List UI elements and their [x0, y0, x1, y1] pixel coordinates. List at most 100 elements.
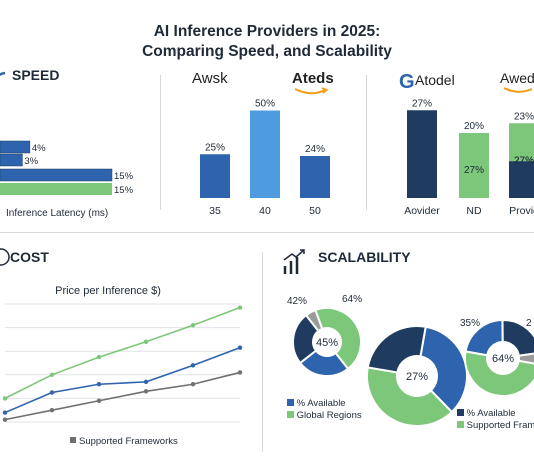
bar-value-label: 20%: [464, 121, 484, 132]
bar-inner-label: 27%: [464, 165, 484, 176]
bar: [250, 110, 280, 198]
bar-category-label: 50: [309, 205, 321, 217]
bar: [459, 133, 489, 198]
provider-logo-atodel: Atodel: [415, 72, 455, 88]
speed-chart: 4% 3% 15% 15% SPEED Inference Latency (ms): [0, 70, 134, 219]
data-point: [237, 345, 243, 350]
legend-label: % Available: [296, 398, 346, 409]
data-point: [143, 389, 149, 394]
data-point: [96, 398, 102, 403]
series-line: [4, 346, 241, 414]
smile-arrow-icon: [503, 87, 533, 93]
donut-label: 2: [526, 318, 532, 329]
legend-item: Supported Frame: [457, 420, 534, 431]
bar-category-label: 35: [209, 205, 221, 217]
data-point: [49, 390, 55, 395]
bar-value-label: 25%: [205, 142, 225, 153]
donut-label: 42%: [287, 296, 307, 307]
legend-item: Global Regions: [287, 410, 362, 421]
provider-logo-ateds: Ateds: [292, 70, 334, 87]
legend-swatch: [457, 421, 464, 428]
speed-bar: [0, 140, 31, 154]
speed-bar-label: 15%: [114, 171, 134, 182]
speed-bar: [0, 168, 113, 182]
data-point: [237, 370, 243, 375]
donut-label: 64%: [342, 294, 362, 305]
bar: [300, 156, 330, 198]
bar: [200, 154, 230, 198]
cost-heading: COST: [10, 249, 49, 265]
speed-xlabel: Inference Latency (ms): [6, 208, 108, 219]
data-point: [49, 372, 55, 377]
data-point: [2, 410, 8, 415]
legend-label: Supported Frameworks: [79, 436, 178, 447]
donut-hole: [486, 341, 520, 375]
provider-logo-awede: Awede: [500, 70, 534, 86]
provider-chart-a: 25% 35 50% 40 24% 50: [200, 99, 330, 217]
page-title: AI Inference Providers in 2025: Comparin…: [0, 22, 534, 62]
speedometer-icon: [0, 71, 6, 77]
provider-logo-awsk: Awsk: [192, 70, 228, 87]
title-line-1: AI Inference Providers in 2025:: [153, 23, 381, 40]
bar-category-label: Provid: [509, 205, 534, 217]
g-logo-icon: G: [399, 71, 415, 92]
bar: [407, 110, 437, 198]
speed-bar: [0, 153, 23, 167]
legend-swatch: [70, 437, 76, 443]
donut-center-label: 27%: [406, 371, 428, 383]
series-line: [4, 306, 241, 400]
svg-text:G: G: [399, 71, 415, 92]
legend-label: Supported Frame: [466, 420, 534, 431]
speed-bar: [0, 183, 112, 195]
bar-category-label: 40: [259, 205, 271, 217]
speed-bar-label: 15%: [114, 185, 134, 196]
legend-label: Global Regions: [296, 410, 362, 421]
donut-hole: [396, 355, 438, 397]
bar-value-label: 27%: [412, 98, 432, 109]
donut-label: 35%: [460, 318, 480, 329]
smile-arrow-icon: [294, 87, 329, 95]
donut-hole: [312, 327, 342, 357]
donut-center-label: 64%: [492, 353, 514, 365]
data-point: [2, 417, 8, 422]
legend-swatch: [287, 411, 294, 418]
bar-value-label: 23%: [514, 111, 534, 122]
data-point: [96, 354, 102, 360]
scalability-chart: 45% 27% 64% 42% 64% 35% 2: [287, 294, 534, 427]
data-point: [190, 382, 196, 387]
bar-inner-label: 27%: [514, 155, 534, 166]
speed-bar-label: 4%: [32, 143, 46, 154]
divider: [262, 252, 263, 452]
growth-chart-icon: [283, 249, 305, 274]
bar-segment: [509, 161, 534, 198]
bar-value-label: 24%: [305, 144, 325, 155]
cost-chart-title: Price per Inference $): [55, 285, 161, 297]
data-point: [190, 323, 196, 328]
scalability-heading: SCALABILITY: [318, 249, 411, 265]
data-point: [2, 396, 8, 401]
bar-inner-label: 27%: [514, 155, 534, 166]
speed-heading: SPEED: [12, 70, 59, 83]
speed-bar-label: 3%: [24, 156, 38, 167]
divider: [366, 75, 367, 210]
data-point: [190, 363, 196, 368]
title-line-2: Comparing Speed, and Scalability: [142, 43, 392, 60]
cost-chart: Price per Inference $) Supported Framewor…: [2, 285, 243, 447]
legend-item: % Available: [457, 408, 516, 419]
bar-value-label: 50%: [255, 99, 275, 110]
bar-category-label: ND: [466, 205, 482, 217]
divider: [0, 232, 534, 233]
series-line: [4, 371, 241, 421]
data-point: [237, 305, 243, 310]
dollar-icon: [0, 248, 10, 266]
data-point: [143, 339, 149, 344]
bar-category-label: Aovider: [404, 205, 440, 217]
legend-label: % Available: [466, 408, 516, 419]
data-point: [96, 382, 102, 387]
data-point: [143, 379, 149, 385]
legend-item: % Available: [287, 398, 346, 409]
legend-swatch: [287, 399, 294, 406]
donut-center-label: 45%: [316, 337, 338, 349]
divider: [160, 75, 161, 210]
